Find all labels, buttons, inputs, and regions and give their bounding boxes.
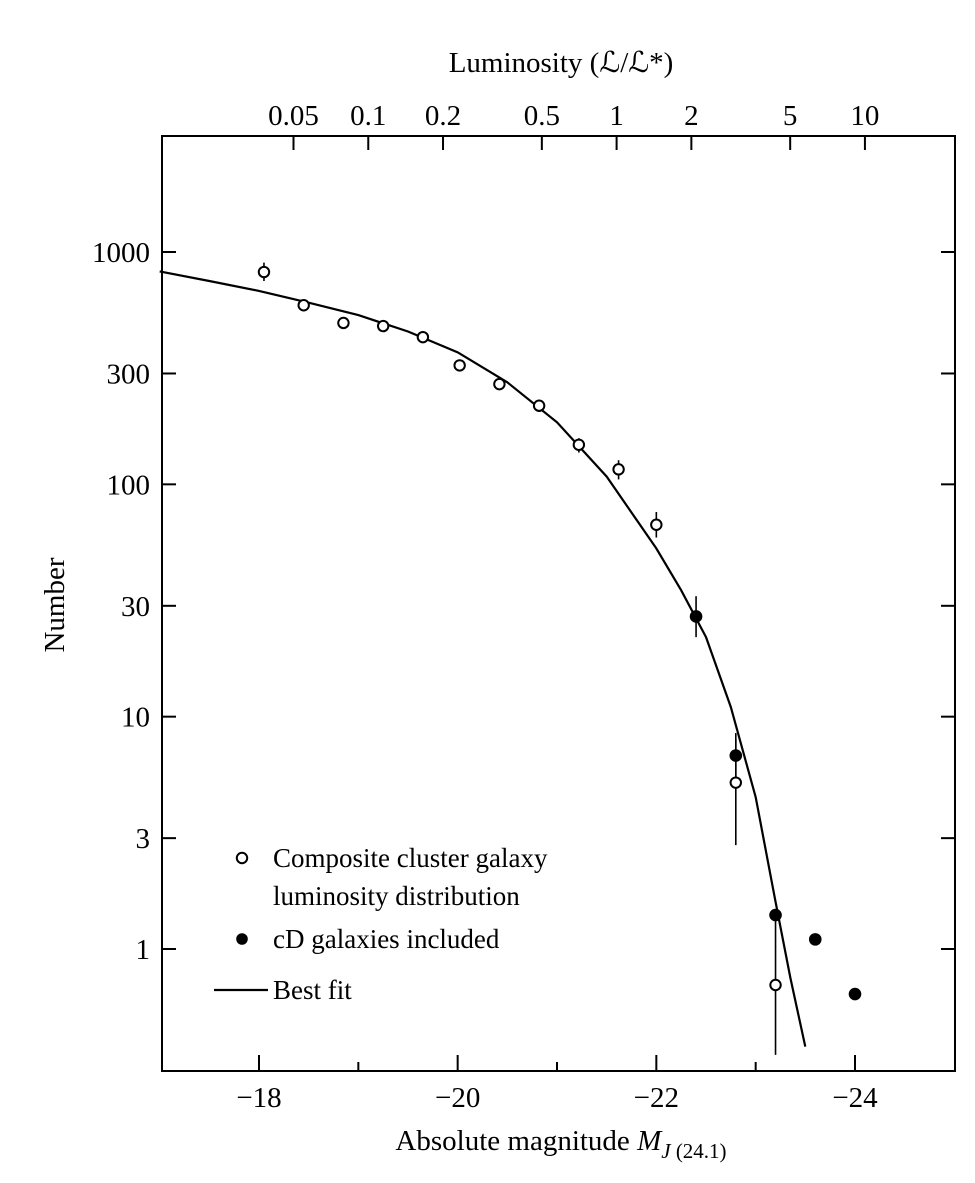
y-tick-label: 30: [121, 591, 150, 623]
top-axis-ticks: 0.05 0.1 0.2 0.5 1 2 5 10: [268, 100, 879, 150]
x-axis-title: Absolute magnitude MJ (24.1): [395, 1125, 726, 1163]
top-tick-label: 0.2: [425, 100, 461, 132]
open-circle-point: [337, 316, 350, 330]
top-tick-label: 0.05: [268, 100, 319, 132]
top-tick-label: 0.5: [524, 100, 560, 132]
top-tick-label: 0.1: [350, 100, 386, 132]
legend-label: cD galaxies included: [273, 924, 500, 954]
y-tick-label: 3: [136, 823, 151, 855]
x-tick-label: −20: [435, 1082, 480, 1114]
open-circle-point: [493, 377, 506, 391]
filled-circle-point: [689, 610, 703, 623]
filled-circle-point: [808, 933, 822, 946]
top-axis-title: Luminosity (ℒ/ℒ*): [449, 47, 674, 79]
y-tick-label: 10: [121, 702, 150, 734]
top-tick-label: 5: [783, 100, 798, 132]
top-tick-label: 10: [850, 100, 879, 132]
open-circle-point: [769, 978, 782, 992]
y-axis-ticks: 1000 300 100 30 10 3 1: [92, 237, 955, 966]
filled-circle-point: [729, 749, 743, 762]
filled-circle-point: [769, 908, 782, 922]
x-tick-label: −22: [634, 1082, 679, 1114]
legend-open-circle-icon: [235, 851, 249, 865]
y-tick-label: 1: [136, 934, 151, 966]
open-circle-point: [257, 265, 271, 279]
legend: Composite cluster galaxy luminosity distr…: [214, 843, 548, 1005]
legend-label: luminosity distribution: [273, 881, 520, 911]
open-circle-point: [532, 399, 546, 412]
open-circle-point: [650, 518, 663, 531]
open-circle-point: [297, 299, 310, 312]
y-tick-label: 100: [107, 469, 151, 501]
open-circle-point: [729, 776, 742, 789]
legend-label: Best fit: [273, 975, 352, 1005]
open-circle-point: [572, 438, 586, 451]
legend-label: Composite cluster galaxy: [273, 843, 548, 873]
x-tick-label: −24: [832, 1082, 878, 1114]
data-points: [257, 262, 862, 1055]
legend-filled-circle-icon: [236, 933, 248, 945]
x-axis-ticks: −18 −20 −22 −24: [236, 1055, 878, 1114]
open-circle-point: [453, 359, 466, 372]
top-tick-label: 2: [684, 100, 699, 132]
open-circle-point: [376, 319, 390, 333]
open-circle-point: [416, 330, 430, 344]
plot-frame: [161, 135, 956, 1072]
open-circle-point: [612, 463, 625, 476]
y-tick-label: 1000: [92, 237, 150, 269]
filled-circle-point: [848, 987, 862, 1001]
x-tick-label: −18: [236, 1082, 281, 1114]
y-tick-label: 300: [107, 358, 151, 390]
y-axis-title: Number: [39, 557, 71, 652]
top-tick-label: 1: [609, 100, 624, 132]
